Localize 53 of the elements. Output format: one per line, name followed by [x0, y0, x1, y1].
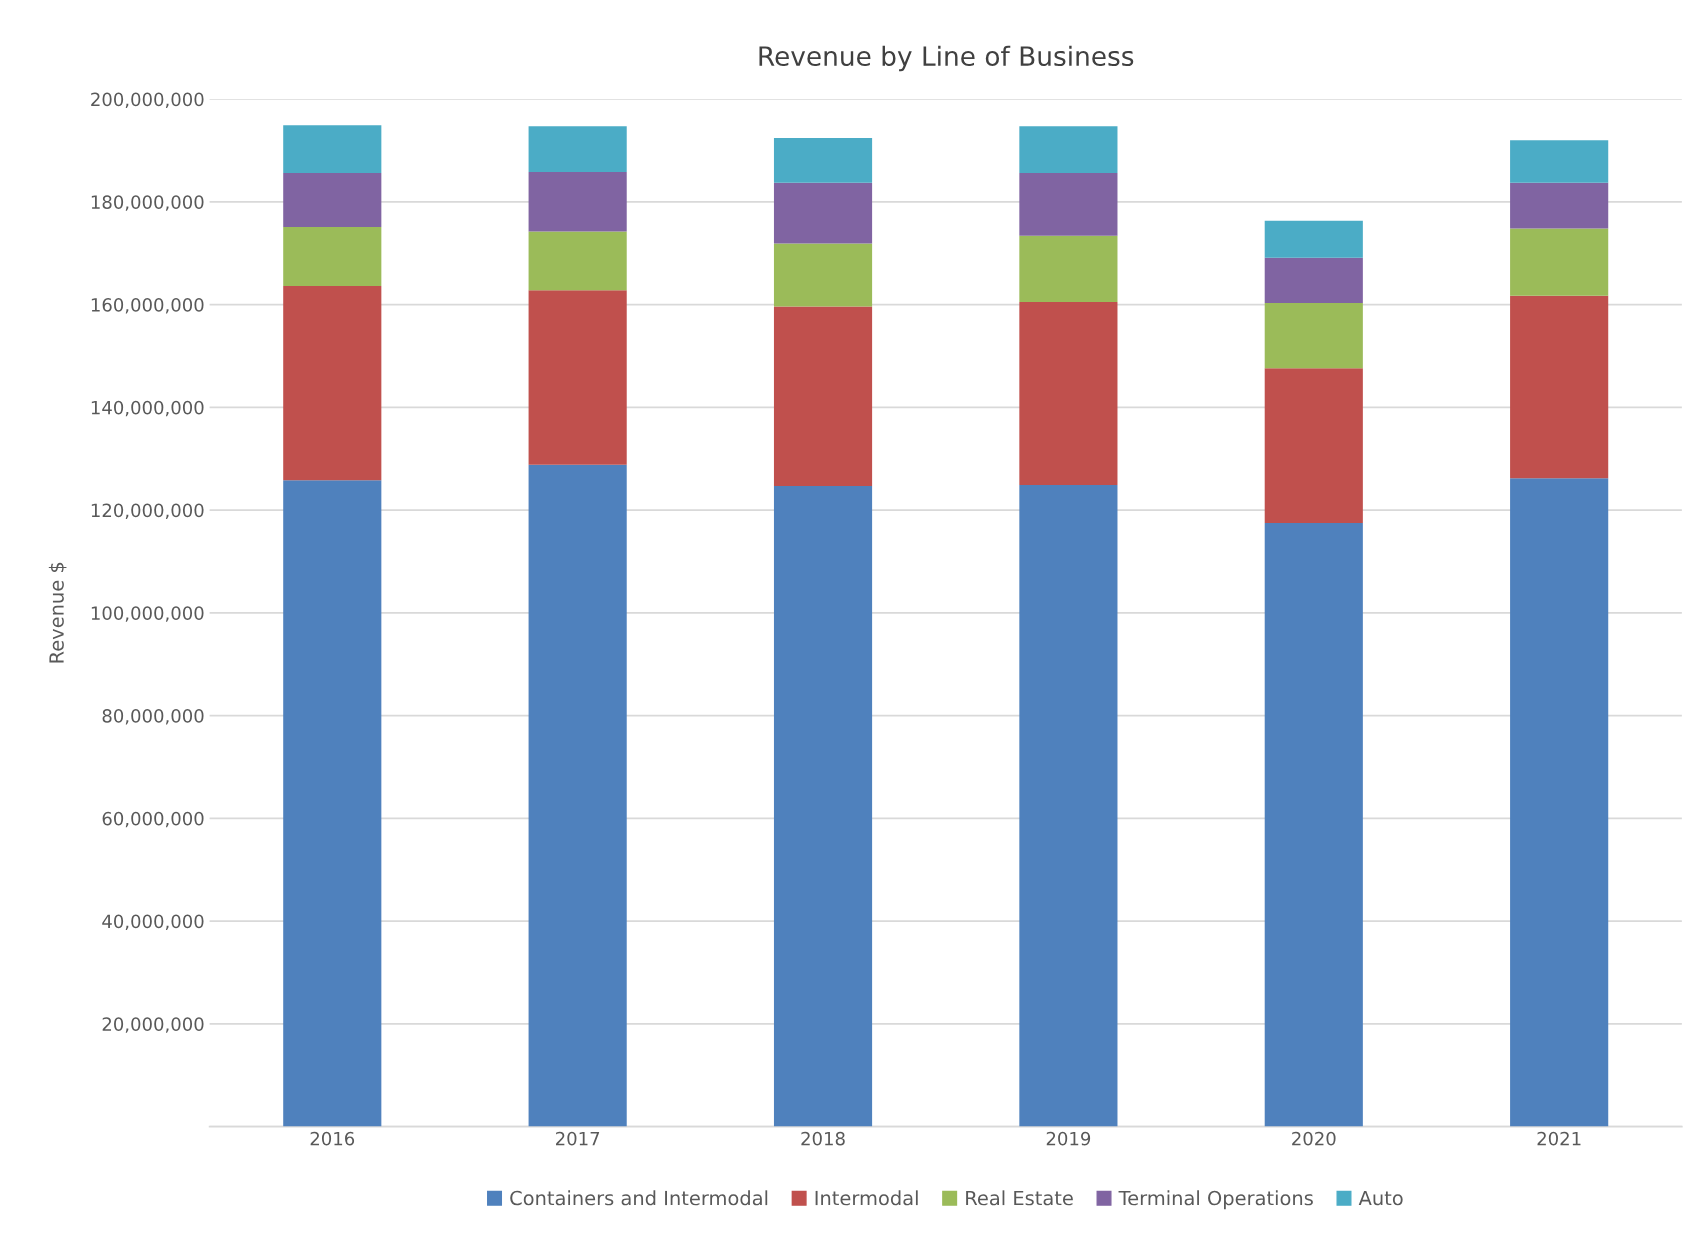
bar — [283, 173, 382, 227]
y-tick-label: 40,000,000 — [102, 914, 204, 931]
bar — [528, 290, 627, 465]
bar — [1510, 478, 1609, 1127]
legend-label: Terminal Operations — [1118, 1190, 1313, 1210]
bar — [283, 125, 382, 174]
bar — [528, 172, 627, 232]
chart-title: Revenue by Line of Business — [759, 45, 1134, 72]
y-tick-label: 200,000,000 — [91, 92, 204, 108]
bar — [1264, 522, 1363, 1127]
bar — [1264, 303, 1363, 369]
bar — [283, 286, 382, 481]
bar — [1019, 484, 1118, 1127]
y-tick-label: 180,000,000 — [91, 195, 204, 211]
x-tick-label: 2018 — [801, 1131, 845, 1146]
bar — [1019, 301, 1118, 485]
y-tick-label: 80,000,000 — [102, 709, 204, 725]
bar — [1019, 235, 1118, 302]
bar — [1510, 295, 1609, 479]
legend-label: Auto — [1358, 1190, 1403, 1206]
y-tick-label: 60,000,000 — [102, 811, 204, 828]
legend-label: Containers and Intermodal — [510, 1190, 768, 1206]
bar — [283, 226, 382, 287]
bar — [1510, 228, 1609, 296]
bar — [773, 243, 873, 307]
y-tick-label: 100,000,000 — [91, 606, 204, 622]
bar — [1019, 126, 1118, 174]
y-axis-title: Revenue $ — [48, 562, 67, 663]
x-tick-label: 2017 — [556, 1131, 600, 1146]
bar — [528, 464, 627, 1127]
bar — [1510, 140, 1609, 183]
bar — [1264, 220, 1363, 258]
x-tick-label: 2016 — [310, 1131, 355, 1146]
y-tick-label: 120,000,000 — [91, 503, 204, 520]
bar — [1264, 257, 1363, 304]
y-tick-label: 140,000,000 — [91, 400, 204, 417]
bar — [773, 138, 873, 183]
x-tick-label: 2020 — [1292, 1131, 1336, 1146]
bar — [773, 485, 873, 1127]
bar — [1510, 182, 1609, 229]
bar — [528, 231, 627, 291]
bar — [528, 126, 627, 172]
bar — [773, 182, 873, 244]
y-tick-label: 20,000,000 — [102, 1017, 204, 1033]
legend-label: Intermodal — [815, 1190, 918, 1206]
x-tick-label: 2021 — [1537, 1131, 1581, 1146]
x-tick-label: 2019 — [1046, 1131, 1091, 1146]
y-tick-label: 160,000,000 — [91, 298, 204, 314]
bar — [1019, 173, 1118, 236]
legend-label: Real Estate — [966, 1190, 1073, 1206]
bar — [283, 480, 382, 1127]
bar — [773, 306, 873, 486]
bar — [1264, 368, 1363, 523]
